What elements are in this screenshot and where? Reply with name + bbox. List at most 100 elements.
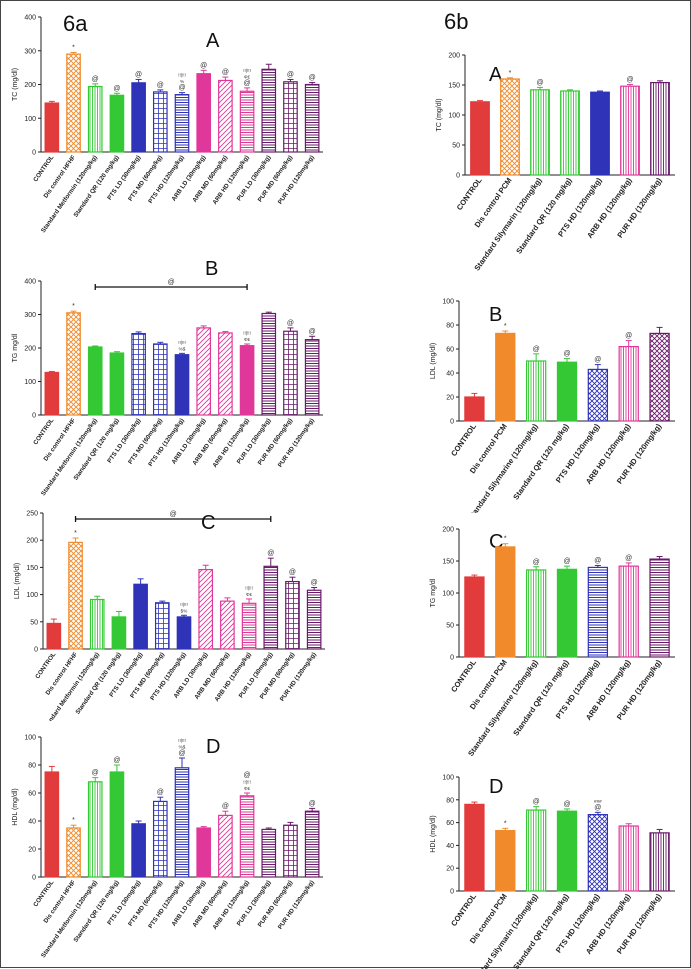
bar [196,827,212,878]
panel-letter: A [206,30,220,52]
significance-label: Φ£ [244,786,251,791]
bar [109,352,125,416]
category-label: Standard QR (120 mg/kg) [511,892,571,969]
y-tick-label: 150 [26,565,38,572]
figure-label-6b: 6b [444,9,469,34]
significance-label: @ [536,79,543,86]
category-label: Standard QR (120 mg/kg) [511,422,571,502]
bar [304,339,320,416]
significance-label: @ [157,789,164,796]
bar [464,396,485,422]
bar [283,330,298,416]
significance-label: !!|!!! [243,68,251,73]
bar [196,327,212,416]
bar [87,85,103,153]
significance-label: !!|!!! [178,738,186,743]
significance-label: !!|!!! [178,340,186,345]
panel-letter: B [205,258,218,280]
bracket-label: @ [168,279,175,286]
significance-label: @ [178,85,185,92]
category-label: CONTROL [32,154,55,183]
panel-letter: D [489,776,503,798]
y-tick-label: 400 [24,279,36,286]
significance-label: !!|!!! [243,780,251,785]
bar [525,569,547,658]
bar [587,814,609,892]
significance-label: @ [178,750,185,757]
y-tick-label: 40 [446,371,454,378]
category-label: CONTROL [449,892,478,928]
y-axis-label: TC (mg/dl) [436,98,443,131]
significance-label: !!|!!! [178,73,186,78]
y-tick-label: 20 [28,847,36,854]
significance-label: @ [533,799,540,806]
bar [530,89,550,176]
bar [218,79,233,153]
significance-label: @ [200,62,207,69]
significance-label: % [180,79,184,84]
bar [618,345,639,422]
y-tick-label: 60 [28,791,36,798]
significance-label: @ [157,82,164,89]
category-label: Standard QR (120 mg/kg) [514,176,574,256]
significance-label: @ [309,74,316,81]
bar [618,825,639,892]
y-tick-label: 0 [450,655,454,662]
significance-label: @ [594,557,601,564]
y-tick-label: 400 [24,15,36,22]
significance-label: * [72,44,75,51]
y-tick-label: 40 [28,819,36,826]
y-tick-label: 200 [24,82,36,89]
y-tick-label: 50 [446,623,454,630]
y-tick-label: 0 [450,889,454,896]
bar [464,576,485,658]
bar [306,589,322,650]
bar [590,91,610,176]
significance-label: @ [113,85,120,92]
significance-label: * [74,530,77,537]
bar [46,622,62,650]
bar [261,68,277,153]
y-tick-label: 20 [446,866,454,873]
significance-label: * [72,303,75,310]
bar [556,568,578,658]
bar [176,616,192,650]
bar [198,568,214,650]
significance-label: %$ [179,346,186,351]
significance-label: @ [533,346,540,353]
bar [620,85,640,176]
y-tick-label: 200 [442,527,454,534]
y-tick-label: 100 [26,592,38,599]
bracket-label: @ [170,511,177,518]
significance-label: !!|!!! [243,330,251,335]
y-tick-label: 80 [28,763,36,770]
category-label: CONTROL [449,422,478,458]
y-axis-label: HDL (mg/dl) [12,788,19,825]
y-tick-label: 100 [24,379,36,386]
significance-label: @ [287,320,294,327]
bar [109,94,125,153]
panel-letter: C [201,512,215,534]
significance-label: * [504,820,507,827]
y-tick-label: 200 [26,538,38,545]
bar [239,345,255,416]
category-label: CONTROL [449,658,478,694]
figure-label-6a: 6a [63,11,88,36]
bar [495,332,516,422]
significance-label: @ [309,328,316,335]
significance-label: * [509,70,512,77]
significance-label: @ [244,772,251,779]
y-tick-label: 0 [450,419,454,426]
bar [495,546,516,658]
significance-label: @ [244,80,251,87]
bar [174,94,190,153]
bar [470,101,490,176]
significance-label: @ [135,71,142,78]
bar [174,767,190,878]
y-tick-label: 50 [452,143,460,150]
significance-label: @ [222,69,229,76]
significance-label: Φ£ [244,74,251,79]
significance-label: Φ£ [244,337,251,342]
y-axis-label: TC (mg/dl) [12,68,19,101]
